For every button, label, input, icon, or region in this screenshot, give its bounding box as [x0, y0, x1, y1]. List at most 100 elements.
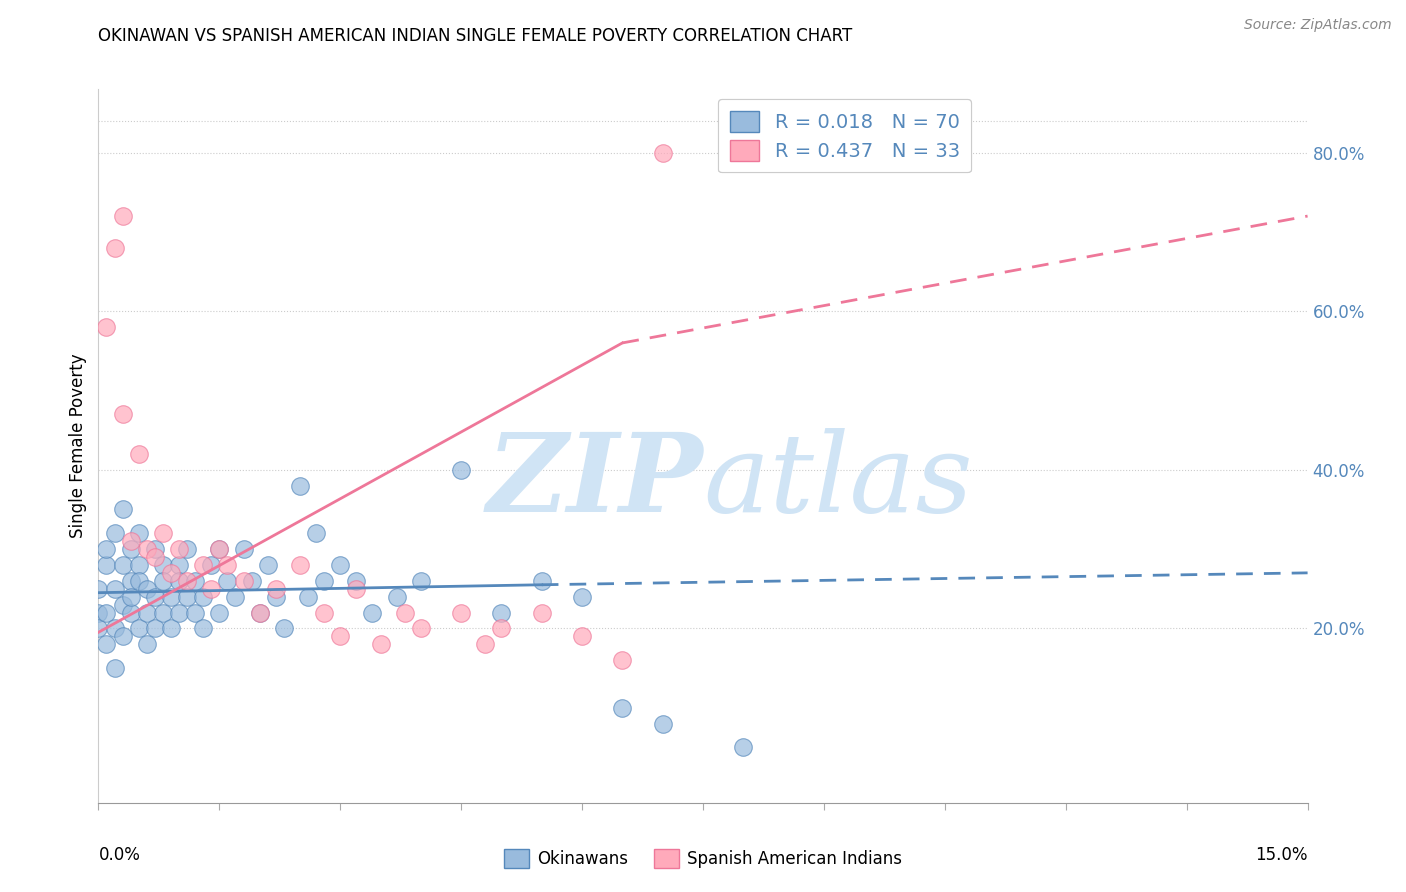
Point — [530, 606, 553, 620]
Point — [103, 241, 125, 255]
Point — [176, 574, 198, 588]
Point — [160, 621, 183, 635]
Point — [128, 558, 150, 572]
Point — [184, 574, 207, 588]
Point — [152, 558, 174, 572]
Point — [135, 542, 157, 557]
Point — [314, 574, 336, 588]
Point — [297, 590, 319, 604]
Point — [87, 582, 110, 596]
Point — [111, 502, 134, 516]
Point — [120, 606, 142, 620]
Text: atlas: atlas — [703, 428, 973, 535]
Point — [96, 637, 118, 651]
Point — [128, 621, 150, 635]
Point — [409, 621, 432, 635]
Text: 15.0%: 15.0% — [1256, 846, 1308, 863]
Point — [232, 542, 254, 557]
Point — [135, 582, 157, 596]
Text: ZIP: ZIP — [486, 428, 703, 535]
Point — [208, 542, 231, 557]
Point — [152, 526, 174, 541]
Point — [160, 590, 183, 604]
Point — [103, 526, 125, 541]
Point — [96, 606, 118, 620]
Point — [120, 590, 142, 604]
Text: 0.0%: 0.0% — [98, 846, 141, 863]
Point — [193, 621, 215, 635]
Point — [143, 542, 166, 557]
Point — [409, 574, 432, 588]
Point — [200, 558, 222, 572]
Point — [208, 606, 231, 620]
Point — [224, 590, 246, 604]
Point — [474, 637, 496, 651]
Point — [184, 606, 207, 620]
Point — [176, 590, 198, 604]
Point — [135, 637, 157, 651]
Point — [160, 566, 183, 580]
Point — [111, 629, 134, 643]
Point — [249, 606, 271, 620]
Legend: Okinawans, Spanish American Indians: Okinawans, Spanish American Indians — [498, 843, 908, 875]
Point — [385, 590, 408, 604]
Point — [273, 621, 295, 635]
Point — [103, 582, 125, 596]
Point — [208, 542, 231, 557]
Point — [128, 526, 150, 541]
Point — [240, 574, 263, 588]
Point — [491, 621, 513, 635]
Point — [249, 606, 271, 620]
Point — [135, 606, 157, 620]
Point — [87, 606, 110, 620]
Point — [87, 621, 110, 635]
Point — [200, 582, 222, 596]
Point — [176, 542, 198, 557]
Point — [152, 606, 174, 620]
Point — [120, 574, 142, 588]
Point — [103, 621, 125, 635]
Point — [217, 574, 239, 588]
Point — [96, 320, 118, 334]
Point — [450, 463, 472, 477]
Point — [167, 606, 190, 620]
Point — [193, 558, 215, 572]
Point — [288, 558, 311, 572]
Point — [571, 629, 593, 643]
Point — [394, 606, 416, 620]
Text: Source: ZipAtlas.com: Source: ZipAtlas.com — [1244, 18, 1392, 32]
Point — [111, 209, 134, 223]
Point — [143, 590, 166, 604]
Point — [167, 542, 190, 557]
Point — [111, 407, 134, 421]
Point — [264, 582, 287, 596]
Point — [96, 542, 118, 557]
Point — [651, 716, 673, 731]
Point — [314, 606, 336, 620]
Point — [167, 558, 190, 572]
Point — [305, 526, 328, 541]
Point — [288, 478, 311, 492]
Point — [152, 574, 174, 588]
Point — [128, 447, 150, 461]
Point — [491, 606, 513, 620]
Point — [329, 629, 352, 643]
Point — [344, 574, 367, 588]
Point — [120, 534, 142, 549]
Point — [264, 590, 287, 604]
Point — [256, 558, 278, 572]
Point — [128, 574, 150, 588]
Point — [530, 574, 553, 588]
Point — [571, 590, 593, 604]
Point — [111, 558, 134, 572]
Point — [111, 598, 134, 612]
Text: OKINAWAN VS SPANISH AMERICAN INDIAN SINGLE FEMALE POVERTY CORRELATION CHART: OKINAWAN VS SPANISH AMERICAN INDIAN SING… — [98, 27, 852, 45]
Point — [344, 582, 367, 596]
Point — [193, 590, 215, 604]
Y-axis label: Single Female Poverty: Single Female Poverty — [69, 354, 87, 538]
Point — [103, 661, 125, 675]
Point — [143, 549, 166, 564]
Point — [612, 700, 634, 714]
Point — [651, 145, 673, 160]
Point — [167, 574, 190, 588]
